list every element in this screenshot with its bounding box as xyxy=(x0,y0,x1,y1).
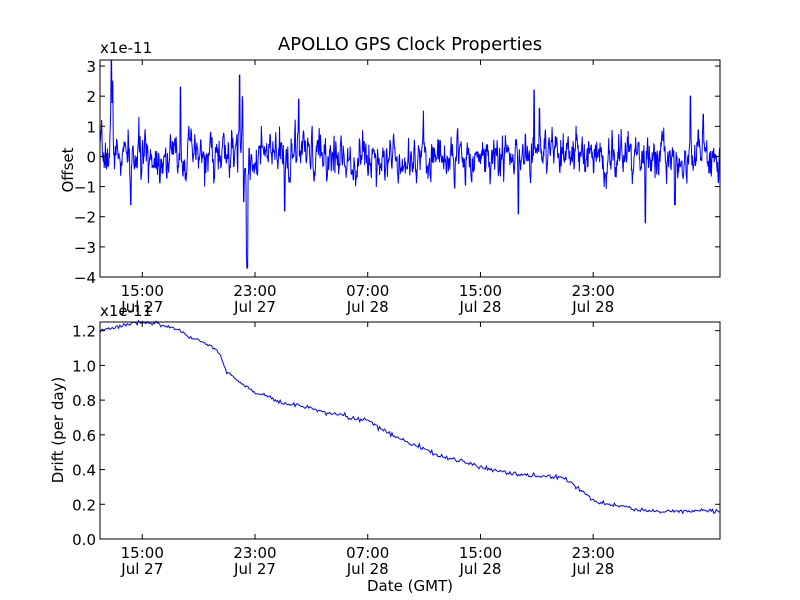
offset-plot-area xyxy=(99,59,721,269)
x-tick-label-date: Jul 28 xyxy=(458,560,501,578)
y-tick-label: −1 xyxy=(74,179,96,197)
drift-multiplier-label: x1e-11 xyxy=(100,302,152,320)
y-tick-label: 1 xyxy=(86,118,96,136)
x-tick-label-time: 23:00 xyxy=(233,544,276,562)
y-tick-label: −4 xyxy=(74,269,96,287)
y-tick-label: 1.2 xyxy=(72,323,96,341)
y-tick-label: 0.8 xyxy=(72,392,96,410)
drift-plot-area xyxy=(99,319,721,515)
x-tick-label-date: Jul 28 xyxy=(458,298,501,316)
offset-axes-frame xyxy=(99,59,721,278)
x-tick-label-date: Jul 28 xyxy=(571,298,614,316)
drift-axes-frame xyxy=(99,321,721,540)
x-tick-label-date: Jul 27 xyxy=(233,298,276,316)
x-tick-label-date: Jul 28 xyxy=(571,560,614,578)
y-tick-label: 3 xyxy=(86,58,96,76)
x-tick-label-time: 07:00 xyxy=(346,282,389,300)
x-tick-label-date: Jul 27 xyxy=(120,560,163,578)
y-tick-label: −3 xyxy=(74,239,96,257)
offset-y-axis-label: Offset xyxy=(59,147,77,192)
y-tick-label: 0.6 xyxy=(72,427,96,445)
y-tick-label: 2 xyxy=(86,88,96,106)
drift-y-axis-label: Drift (per day) xyxy=(49,377,67,484)
y-tick-label: −2 xyxy=(74,209,96,227)
x-tick-label-time: 07:00 xyxy=(346,544,389,562)
x-tick-label-date: Jul 28 xyxy=(346,560,389,578)
drift-x-axis-label: Date (GMT) xyxy=(367,577,453,595)
x-tick-label-time: 23:00 xyxy=(572,544,615,562)
x-tick-label-time: 15:00 xyxy=(121,282,164,300)
offset-y-ticks: −4 −3 −2 −1 0 1 2 3 xyxy=(74,58,720,287)
y-tick-label: 0.4 xyxy=(72,462,96,480)
drift-y-ticks: 0.0 0.2 0.4 0.6 0.8 1.0 1.2 xyxy=(72,323,720,549)
x-tick-label-time: 23:00 xyxy=(233,282,276,300)
series-line-offset xyxy=(99,59,721,269)
series-line-drift xyxy=(99,319,721,515)
x-tick-label-date: Jul 27 xyxy=(120,298,163,316)
x-tick-label-time: 15:00 xyxy=(459,282,502,300)
y-tick-label: 1.0 xyxy=(72,357,96,375)
x-tick-label-time: 15:00 xyxy=(121,544,164,562)
y-tick-label: 0 xyxy=(86,148,96,166)
x-tick-label-time: 23:00 xyxy=(572,282,615,300)
offset-multiplier-label: x1e-11 xyxy=(100,39,152,57)
y-tick-label: 0.0 xyxy=(72,531,96,549)
x-tick-label-date: Jul 28 xyxy=(346,298,389,316)
drift-axes: x1e-11 Drift (per day) Date (GMT) 0.0 0.2… xyxy=(49,302,721,595)
x-tick-label-time: 15:00 xyxy=(459,544,502,562)
y-tick-label: 0.2 xyxy=(72,496,96,514)
chart-title: APOLLO GPS Clock Properties xyxy=(278,34,542,55)
x-tick-label-date: Jul 27 xyxy=(233,560,276,578)
